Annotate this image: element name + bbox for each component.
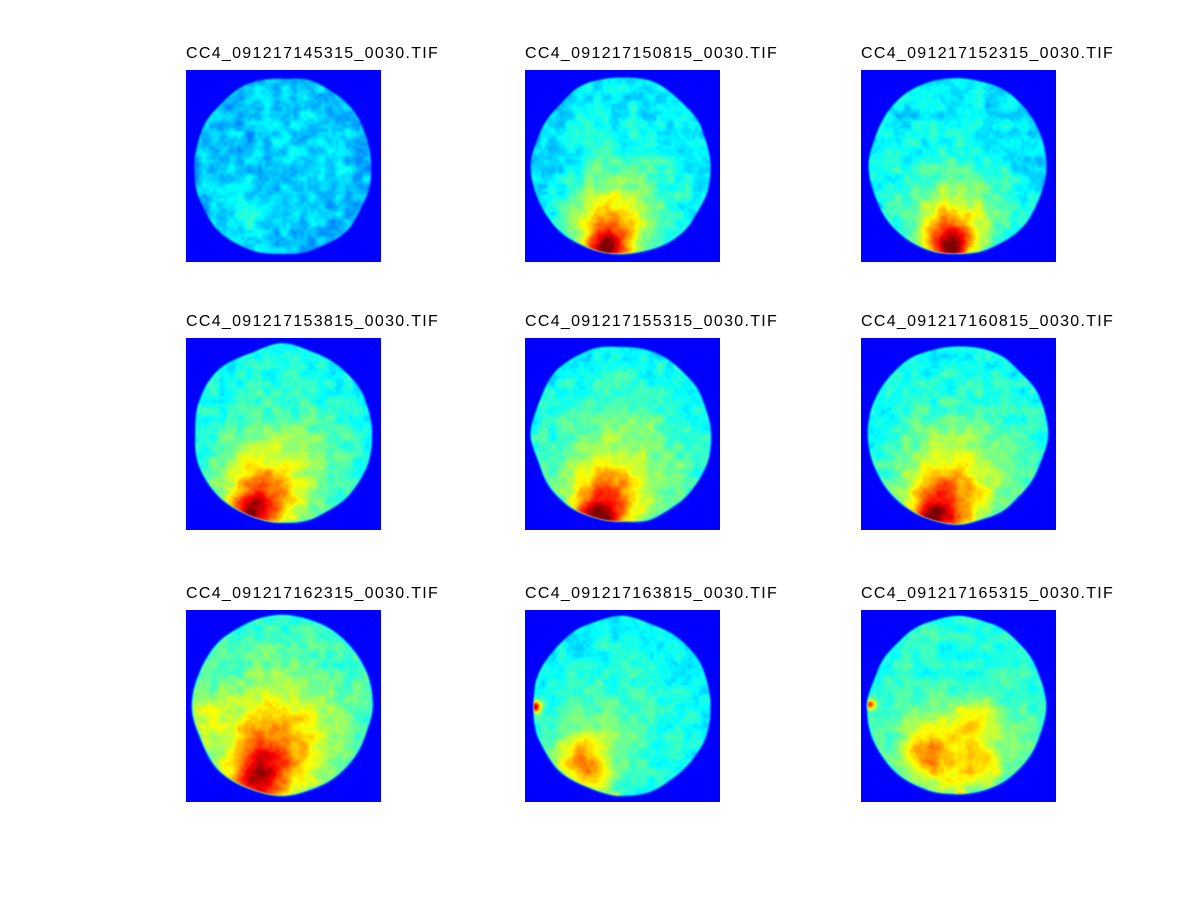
panel-title: CC4_091217145315_0030.TIF (186, 45, 440, 62)
heatmap-image (525, 610, 720, 802)
panel-title: CC4_091217162315_0030.TIF (186, 585, 440, 602)
heatmap-image (525, 338, 720, 530)
panel-title: CC4_091217155315_0030.TIF (525, 313, 779, 330)
panel-title: CC4_091217153815_0030.TIF (186, 313, 440, 330)
heatmap-image (861, 610, 1056, 802)
panel-title: CC4_091217150815_0030.TIF (525, 45, 779, 62)
heatmap-image (861, 338, 1056, 530)
panel-title: CC4_091217152315_0030.TIF (861, 45, 1115, 62)
panel-title: CC4_091217160815_0030.TIF (861, 313, 1115, 330)
heatmap-image (861, 70, 1056, 262)
heatmap-image (186, 338, 381, 530)
heatmap-image (186, 610, 381, 802)
heatmap-image (525, 70, 720, 262)
panel-title: CC4_091217165315_0030.TIF (861, 585, 1115, 602)
heatmap-image (186, 70, 381, 262)
panel-title: CC4_091217163815_0030.TIF (525, 585, 779, 602)
